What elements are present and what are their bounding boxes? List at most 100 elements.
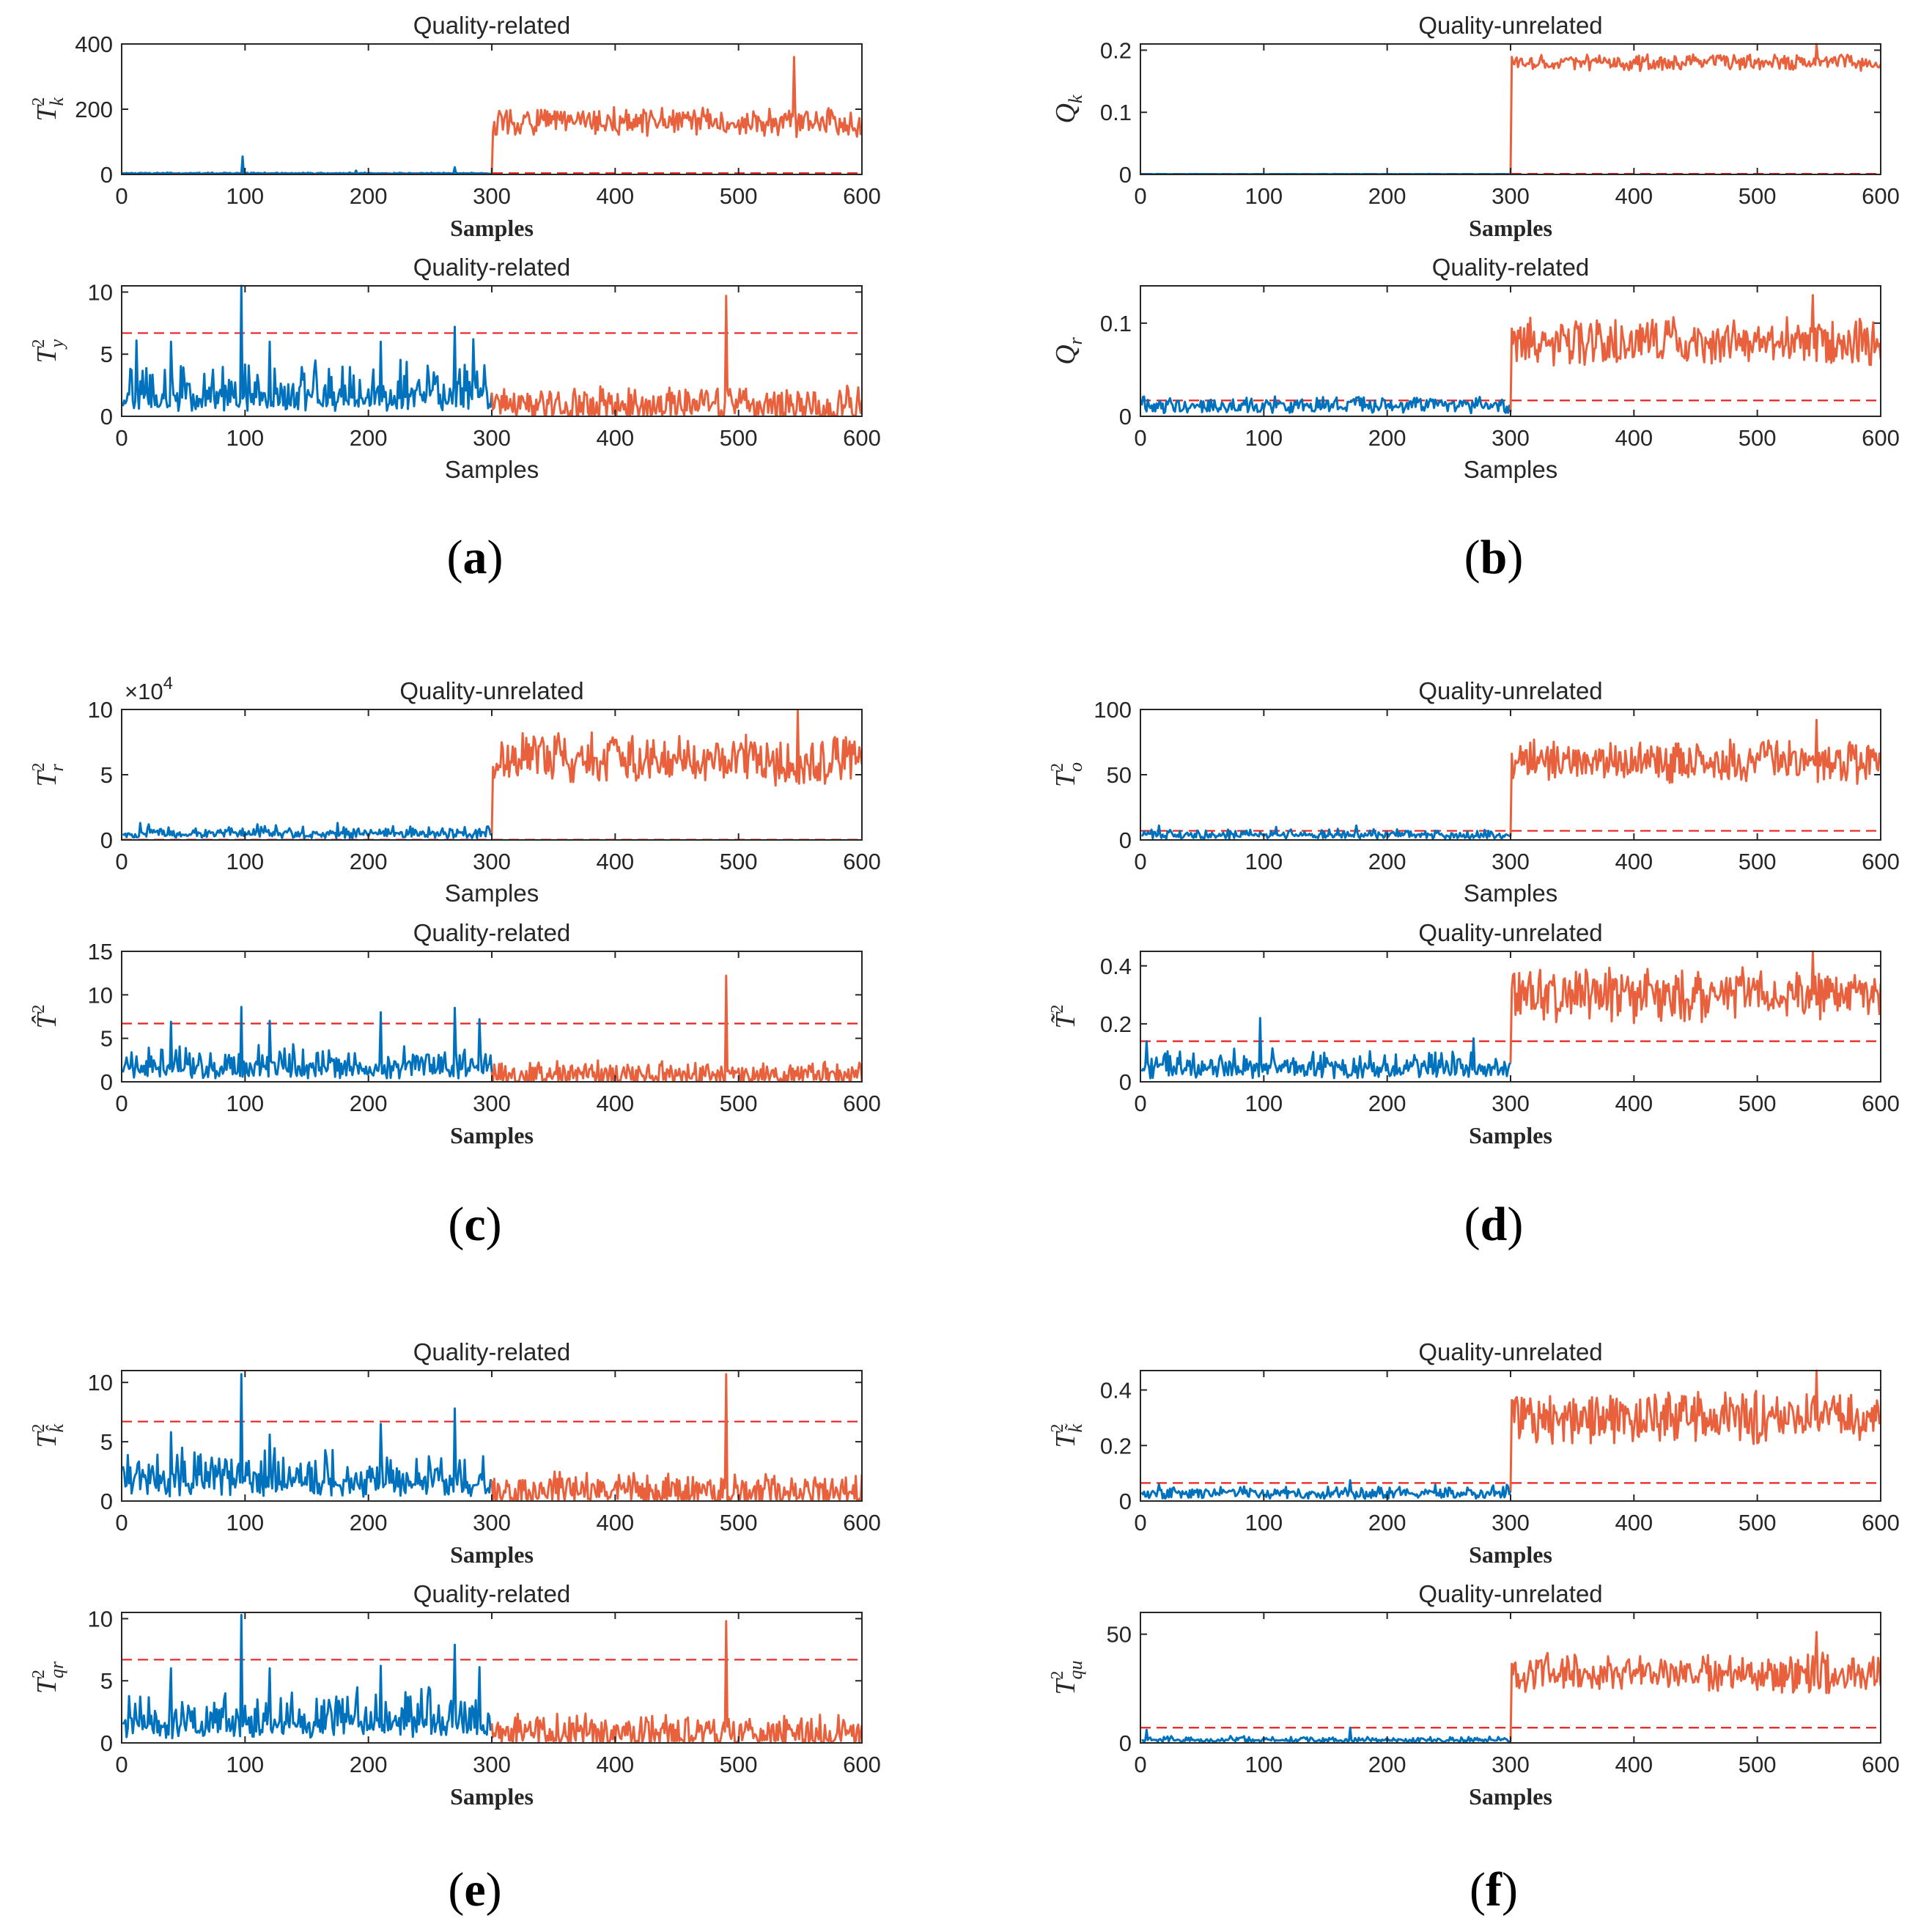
x-tick-label: 400 — [1615, 425, 1653, 451]
y-axis-label: T2k̂ — [29, 1423, 67, 1448]
series-fault — [1509, 1631, 1881, 1741]
y-tick-label: 0 — [1119, 1730, 1132, 1756]
y-tick-label: 10 — [88, 1606, 113, 1631]
x-axis-label: Samples — [1464, 880, 1557, 907]
chart-title: Quality-related — [413, 1580, 571, 1607]
x-tick-label: 100 — [1245, 425, 1283, 451]
y-tick-label: 0 — [100, 827, 113, 853]
x-axis-label: Samples — [1464, 456, 1557, 483]
x-tick-label: 400 — [596, 1091, 634, 1116]
x-tick-label: 500 — [720, 1752, 758, 1777]
y-tick-label: 0 — [100, 1069, 113, 1095]
plot-area — [122, 1613, 862, 1743]
y-tick-label: 5 — [100, 342, 113, 367]
y-tick-label: 400 — [75, 32, 113, 57]
x-axis-label: Samples — [1469, 215, 1552, 241]
y-axis-label: Qr — [1050, 336, 1086, 364]
x-tick-label: 600 — [1862, 849, 1900, 874]
panel-label-a: (a) — [447, 531, 504, 584]
y-axis-label: T2y — [29, 339, 67, 363]
x-tick-label: 100 — [1245, 183, 1283, 209]
x-axis-label: Samples — [450, 215, 534, 241]
x-tick-label: 100 — [226, 1510, 264, 1535]
chart-c-bottom: Quality-unrelated 0 100 200 300 400 500 600 0 50 1… — [1048, 677, 1900, 907]
y-tick-label: 10 — [88, 1370, 113, 1395]
plot-area — [1140, 718, 1881, 840]
x-tick-label: 100 — [1245, 1752, 1283, 1777]
y-tick-label: 5 — [100, 1026, 113, 1052]
chart-d-bottom: Quality-unrelated 0 100 200 300 400 500 600 0 0.2… — [1048, 919, 1900, 1148]
y-tick-label: 10 — [88, 982, 113, 1008]
x-tick-label: 500 — [1739, 1091, 1777, 1116]
x-tick-label: 300 — [1492, 425, 1530, 451]
x-tick-label: 500 — [1739, 183, 1777, 209]
x-tick-label: 300 — [473, 425, 511, 451]
chart-title: Quality-unrelated — [399, 677, 583, 704]
y-tick-label: 0 — [1119, 162, 1132, 188]
y-tick-label: 0.4 — [1100, 1378, 1132, 1404]
x-tick-label: 100 — [226, 183, 264, 209]
x-tick-label: 500 — [1739, 425, 1777, 451]
x-tick-label: 0 — [1134, 183, 1146, 209]
x-tick-label: 300 — [1492, 1752, 1530, 1777]
chart-title: Quality-related — [413, 1338, 571, 1365]
x-tick-label: 600 — [1862, 183, 1900, 209]
x-tick-label: 600 — [1862, 1752, 1900, 1777]
x-tick-label: 100 — [226, 1752, 264, 1777]
x-tick-label: 400 — [596, 425, 634, 451]
series-fault — [1509, 950, 1881, 1063]
chart-title: Quality-unrelated — [1418, 1580, 1602, 1607]
y-tick-label: 0.2 — [1100, 1433, 1132, 1459]
plot-area — [1140, 950, 1881, 1080]
y-tick-label: 0 — [100, 162, 113, 188]
y-tick-label: 0 — [1119, 827, 1132, 853]
x-tick-label: 200 — [1368, 1091, 1406, 1116]
chart-d-top: Quality-related 0 100 200 300 400 500 600 0 5 10 15… — [29, 919, 881, 1148]
x-axis-label: Samples — [445, 456, 539, 483]
series-normal — [122, 284, 493, 412]
chart-e-bottom: Quality-unrelated 0 100 200 300 400 500 600 0 0.2… — [1048, 1338, 1900, 1568]
x-tick-label: 600 — [843, 1091, 881, 1116]
y-tick-label: 0.2 — [1100, 1011, 1132, 1037]
x-tick-label: 100 — [1245, 1091, 1283, 1116]
panel-label-c: (c) — [448, 1198, 501, 1251]
panel-label-b: (b) — [1464, 531, 1524, 584]
y-tick-label: 0 — [1119, 1489, 1132, 1514]
x-tick-label: 600 — [843, 1510, 881, 1535]
x-tick-label: 600 — [1862, 425, 1900, 451]
y-tick-label: 0 — [100, 404, 113, 429]
chart-title: Quality-unrelated — [1418, 677, 1602, 704]
x-tick-label: 300 — [473, 1091, 511, 1116]
x-tick-label: 0 — [1134, 1091, 1146, 1116]
x-tick-label: 200 — [350, 425, 388, 451]
y-tick-label: 0 — [100, 1730, 113, 1756]
axis-exponent: ×104 — [125, 674, 173, 704]
series-fault — [1509, 43, 1881, 174]
series-normal — [1140, 395, 1512, 415]
y-tick-label: 100 — [1094, 697, 1132, 723]
x-tick-label: 300 — [1492, 849, 1530, 874]
x-tick-label: 0 — [1134, 849, 1146, 874]
y-tick-label: 0.2 — [1100, 37, 1132, 63]
x-tick-label: 500 — [1739, 1752, 1777, 1777]
y-axis-label: Qk — [1050, 95, 1086, 123]
series-normal — [1141, 1726, 1511, 1743]
x-tick-label: 0 — [115, 1510, 128, 1535]
x-axis-label: Samples — [450, 1541, 534, 1568]
y-axis-label: T2qr — [29, 1661, 67, 1694]
x-tick-label: 500 — [1739, 849, 1777, 874]
y-axis-label: T2k̃ — [1048, 1423, 1086, 1448]
x-axis-label: Samples — [1469, 1783, 1552, 1810]
x-tick-label: 500 — [720, 1510, 758, 1535]
x-tick-label: 200 — [1368, 183, 1406, 209]
chart-title: Quality-unrelated — [1418, 1338, 1602, 1365]
series-normal — [122, 1006, 493, 1080]
y-tick-label: 15 — [88, 939, 113, 965]
x-tick-label: 0 — [115, 1091, 128, 1116]
x-tick-label: 400 — [1615, 1510, 1653, 1535]
y-tick-label: 10 — [88, 697, 113, 723]
x-tick-label: 600 — [843, 849, 881, 874]
